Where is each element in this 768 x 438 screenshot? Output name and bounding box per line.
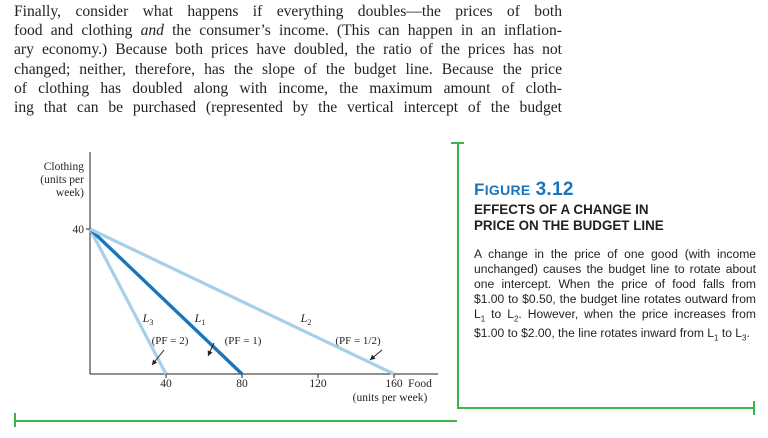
paragraph-line-3: ary economy.) Because both prices have d…: [14, 41, 562, 59]
rule-tick-bottom: [14, 413, 16, 427]
y-axis-label-line-1: Clothing: [44, 161, 85, 173]
price-annotation-l2: (PF = 1/2): [335, 335, 381, 347]
paragraph-line-6: ing that can be purchased (represented b…: [14, 99, 562, 117]
rule-tick-top: [451, 142, 464, 144]
figure-title: Effects of a Change in Price on the Budg…: [474, 202, 664, 233]
figure-label-prefix: FIGURE: [474, 180, 531, 199]
budget-line-l1: [88, 227, 244, 376]
figure-label-number: 3.12: [535, 179, 574, 200]
figure-body: A change in the price of one good (with …: [474, 247, 756, 343]
series-label-l3: L3: [142, 311, 154, 327]
series-label-l1: L1: [194, 311, 206, 327]
x-tick-label-80: 80: [236, 378, 248, 390]
paragraph-line-4: changed; neither, therefore, has the slo…: [14, 60, 562, 78]
budget-line-l2: [89, 227, 395, 376]
paragraph-line-2: food and clothing and the consumer’s inc…: [14, 22, 562, 40]
paragraph-line-1: Finally, consider what happens if everyt…: [14, 3, 562, 20]
rule-vertical-right: [457, 142, 459, 408]
y-axis-label-line-2: (units per: [40, 174, 84, 186]
x-axis-label-line-2: (units per week): [353, 392, 428, 404]
series-label-l2: L2: [300, 311, 312, 327]
annotation-arrowhead-l2: [370, 354, 376, 360]
x-tick-label-160: 160: [385, 378, 403, 390]
x-axis-label-line-1: Food: [408, 378, 432, 390]
paragraph-line-5: of clothing has doubled along with incom…: [14, 79, 562, 97]
y-tick-label-40: 40: [73, 224, 85, 236]
x-tick-label-40: 40: [160, 378, 172, 390]
annotation-arrowhead-l3: [152, 359, 158, 365]
figure-caption: FIGURE 3.12 Effects of a Change in Price…: [474, 180, 756, 346]
rule-tick-right: [753, 401, 755, 415]
annotation-arrowhead-l1: [207, 350, 213, 356]
x-tick-label-120: 120: [309, 378, 327, 390]
rule-horizontal-right: [457, 407, 754, 409]
y-axis-label-line-3: week): [56, 187, 84, 199]
body-paragraph: Finally, consider what happens if everyt…: [14, 2, 562, 117]
figure-label: FIGURE 3.12: [474, 180, 756, 200]
price-annotation-l1: (PF = 1): [225, 335, 262, 347]
price-annotation-l3: (PF = 2): [152, 335, 189, 347]
rule-horizontal-bottom: [14, 420, 457, 422]
budget-line-l3: [88, 228, 168, 375]
